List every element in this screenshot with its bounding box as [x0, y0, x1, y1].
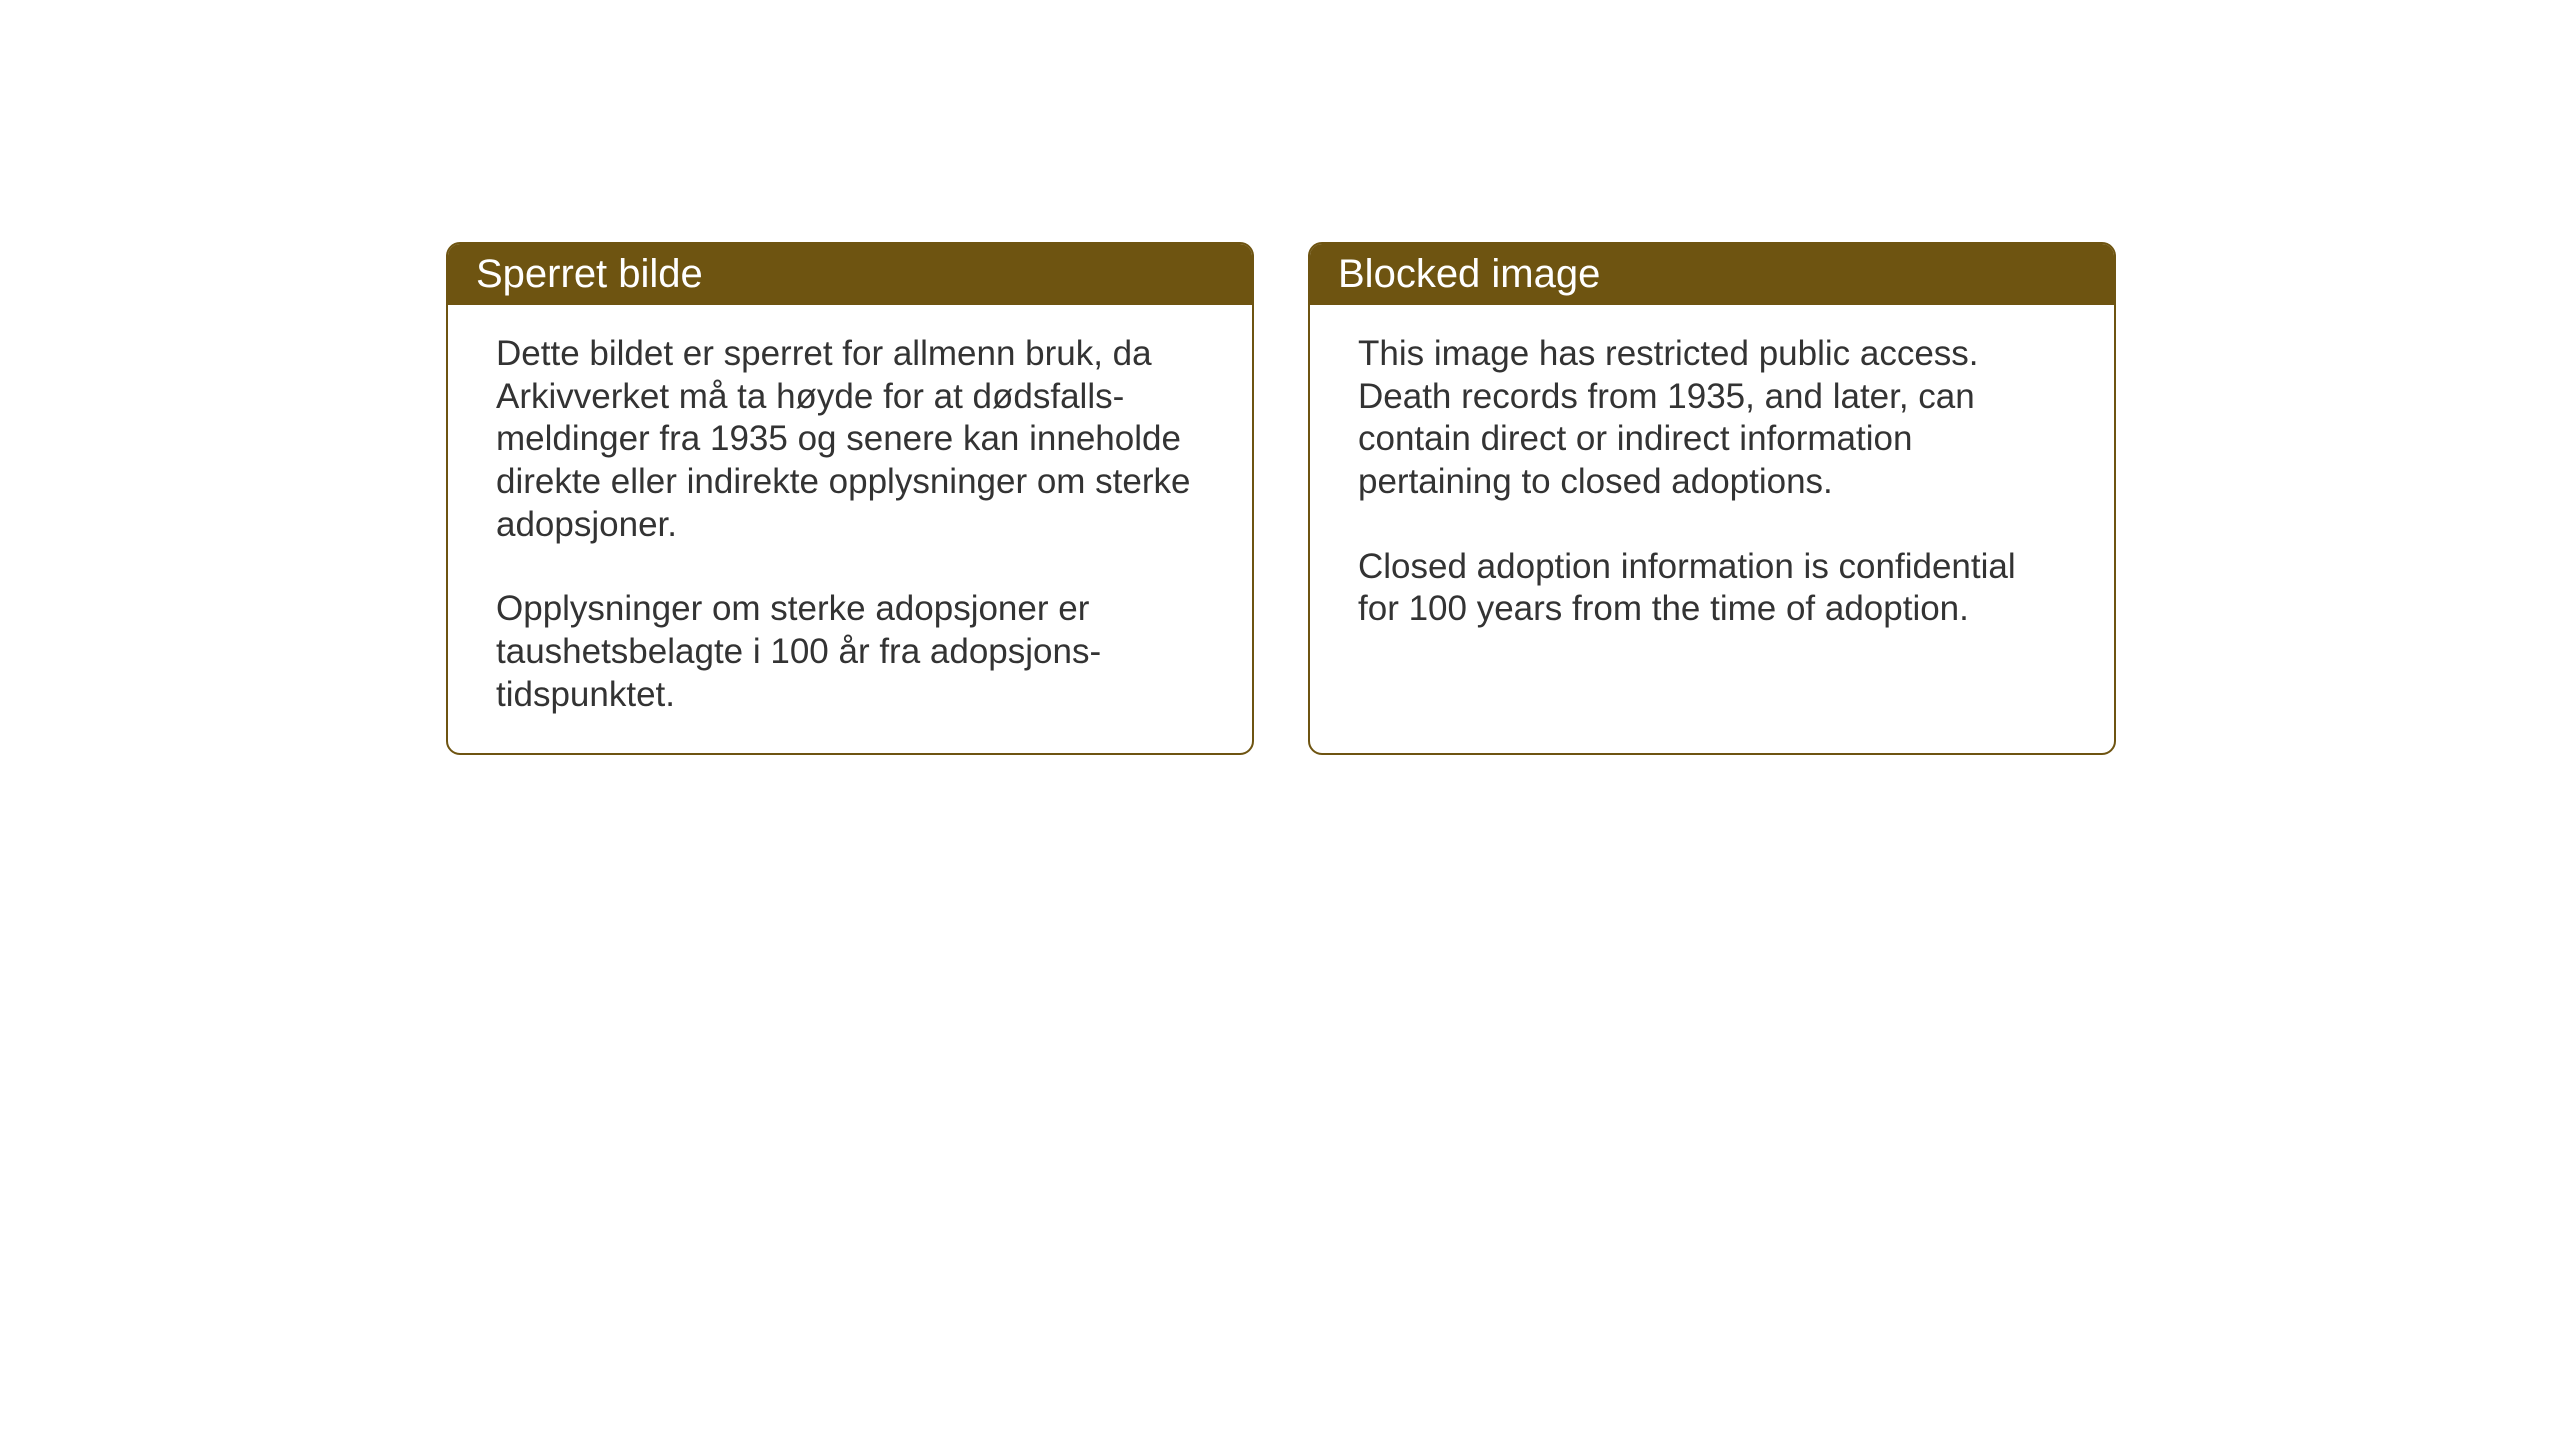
english-paragraph-2: Closed adoption information is confident… — [1358, 546, 2066, 631]
norwegian-card-header: Sperret bilde — [448, 244, 1252, 305]
english-card-header: Blocked image — [1310, 244, 2114, 305]
cards-container: Sperret bilde Dette bildet er sperret fo… — [446, 242, 2116, 755]
english-card-title: Blocked image — [1338, 252, 1600, 296]
norwegian-card-body: Dette bildet er sperret for allmenn bruk… — [448, 305, 1252, 753]
norwegian-card: Sperret bilde Dette bildet er sperret fo… — [446, 242, 1254, 755]
english-card-body: This image has restricted public access.… — [1310, 305, 2114, 667]
norwegian-paragraph-2: Opplysninger om sterke adopsjoner er tau… — [496, 588, 1204, 716]
english-paragraph-1: This image has restricted public access.… — [1358, 333, 2066, 504]
norwegian-card-title: Sperret bilde — [476, 252, 703, 296]
norwegian-paragraph-1: Dette bildet er sperret for allmenn bruk… — [496, 333, 1204, 546]
english-card: Blocked image This image has restricted … — [1308, 242, 2116, 755]
